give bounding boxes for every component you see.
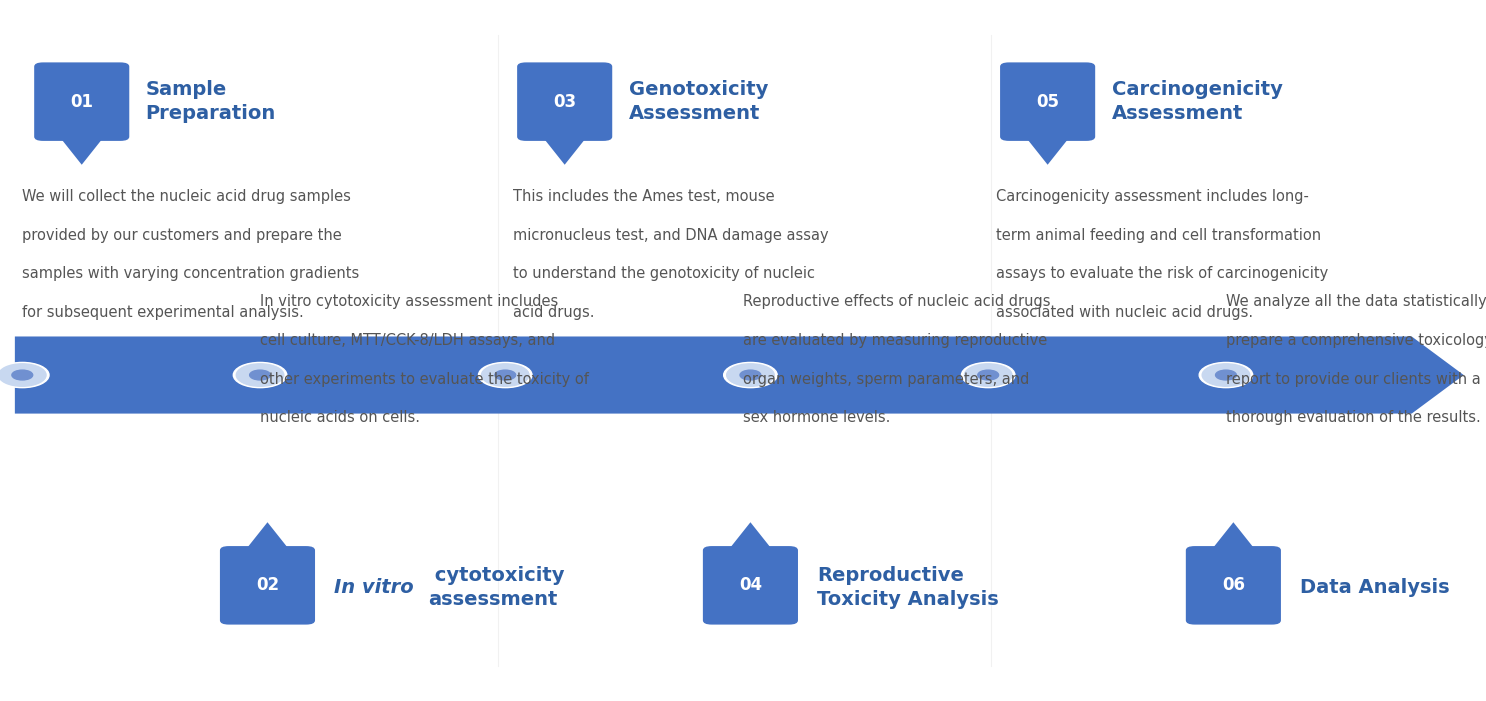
Text: sex hormone levels.: sex hormone levels.	[743, 410, 890, 425]
Polygon shape	[55, 131, 108, 165]
Text: organ weights, sperm parameters, and: organ weights, sperm parameters, and	[743, 372, 1030, 386]
Polygon shape	[241, 522, 294, 556]
Polygon shape	[724, 522, 777, 556]
Text: Sample
Preparation: Sample Preparation	[146, 80, 276, 123]
Circle shape	[478, 362, 532, 388]
Text: micronucleus test, and DNA damage assay: micronucleus test, and DNA damage assay	[513, 228, 828, 243]
Text: 04: 04	[739, 576, 762, 594]
Text: are evaluated by measuring reproductive: are evaluated by measuring reproductive	[743, 333, 1048, 348]
Circle shape	[12, 370, 33, 380]
Circle shape	[724, 362, 777, 388]
Text: Data Analysis: Data Analysis	[1300, 578, 1450, 597]
Text: thorough evaluation of the results.: thorough evaluation of the results.	[1226, 410, 1480, 425]
Polygon shape	[1207, 522, 1260, 556]
Circle shape	[978, 370, 999, 380]
Text: acid drugs.: acid drugs.	[513, 305, 594, 320]
Text: Carcinogenicity assessment includes long-: Carcinogenicity assessment includes long…	[996, 189, 1309, 204]
Text: Carcinogenicity
Assessment: Carcinogenicity Assessment	[1112, 80, 1282, 123]
Text: to understand the genotoxicity of nucleic: to understand the genotoxicity of nuclei…	[513, 266, 814, 281]
Polygon shape	[15, 336, 1464, 414]
Circle shape	[964, 364, 1012, 386]
Text: term animal feeding and cell transformation: term animal feeding and cell transformat…	[996, 228, 1321, 243]
Text: We analyze all the data statistically and: We analyze all the data statistically an…	[1226, 294, 1486, 309]
Text: prepare a comprehensive toxicology: prepare a comprehensive toxicology	[1226, 333, 1486, 348]
Text: assays to evaluate the risk of carcinogenicity: assays to evaluate the risk of carcinoge…	[996, 266, 1328, 281]
Circle shape	[233, 362, 287, 388]
Text: This includes the Ames test, mouse: This includes the Ames test, mouse	[513, 189, 774, 204]
Circle shape	[0, 364, 46, 386]
Polygon shape	[1021, 131, 1074, 165]
Circle shape	[740, 370, 761, 380]
Circle shape	[0, 362, 49, 388]
Text: Genotoxicity
Assessment: Genotoxicity Assessment	[629, 80, 768, 123]
Text: 06: 06	[1221, 576, 1245, 594]
FancyBboxPatch shape	[703, 546, 798, 625]
Circle shape	[236, 364, 284, 386]
Circle shape	[1199, 362, 1253, 388]
Text: In vitro: In vitro	[334, 578, 415, 597]
Text: Reproductive
Toxicity Analysis: Reproductive Toxicity Analysis	[817, 566, 999, 609]
Text: 02: 02	[256, 576, 279, 594]
Circle shape	[250, 370, 270, 380]
FancyBboxPatch shape	[517, 62, 612, 141]
FancyBboxPatch shape	[1186, 546, 1281, 625]
Polygon shape	[538, 131, 591, 165]
Text: associated with nucleic acid drugs.: associated with nucleic acid drugs.	[996, 305, 1253, 320]
Text: provided by our customers and prepare the: provided by our customers and prepare th…	[22, 228, 342, 243]
Circle shape	[1216, 370, 1236, 380]
Text: for subsequent experimental analysis.: for subsequent experimental analysis.	[22, 305, 305, 320]
Text: samples with varying concentration gradients: samples with varying concentration gradi…	[22, 266, 360, 281]
FancyBboxPatch shape	[220, 546, 315, 625]
Circle shape	[727, 364, 774, 386]
FancyBboxPatch shape	[1000, 62, 1095, 141]
Circle shape	[495, 370, 516, 380]
Text: nucleic acids on cells.: nucleic acids on cells.	[260, 410, 421, 425]
Text: other experiments to evaluate the toxicity of: other experiments to evaluate the toxici…	[260, 372, 588, 386]
Text: cytotoxicity
assessment: cytotoxicity assessment	[428, 566, 565, 609]
Circle shape	[961, 362, 1015, 388]
Circle shape	[481, 364, 529, 386]
Text: cell culture, MTT/CCK-8/LDH assays, and: cell culture, MTT/CCK-8/LDH assays, and	[260, 333, 556, 348]
Text: 05: 05	[1036, 93, 1060, 111]
FancyBboxPatch shape	[34, 62, 129, 141]
Text: 01: 01	[70, 93, 94, 111]
Circle shape	[1202, 364, 1250, 386]
Text: In vitro cytotoxicity assessment includes: In vitro cytotoxicity assessment include…	[260, 294, 559, 309]
Text: We will collect the nucleic acid drug samples: We will collect the nucleic acid drug sa…	[22, 189, 351, 204]
Text: Reproductive effects of nucleic acid drugs: Reproductive effects of nucleic acid dru…	[743, 294, 1051, 309]
Text: report to provide our clients with a: report to provide our clients with a	[1226, 372, 1480, 386]
Text: 03: 03	[553, 93, 577, 111]
